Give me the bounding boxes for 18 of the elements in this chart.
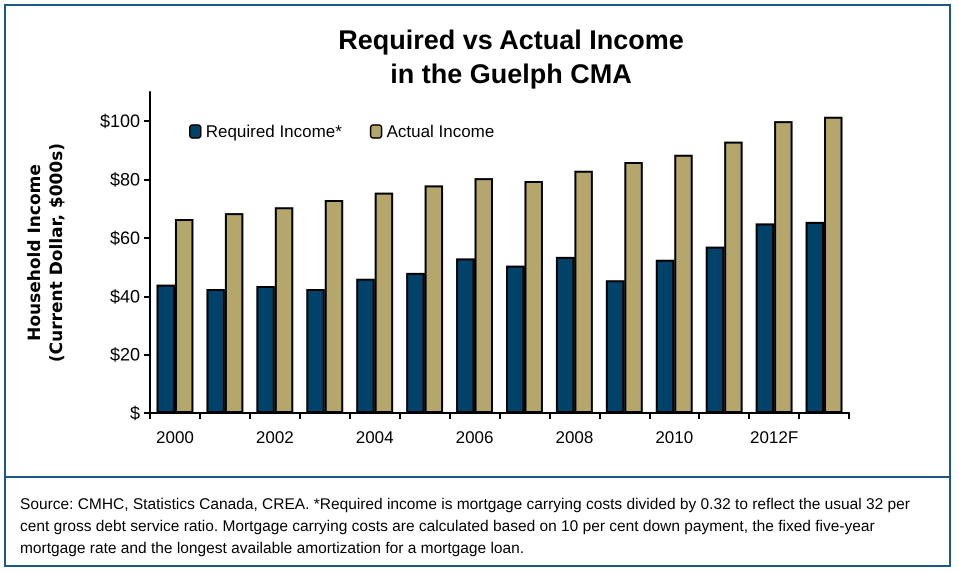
x-tick-label: 2002 [256,428,294,447]
x-tick-label: 2004 [356,428,394,447]
chart-title: Required vs Actual Income in the Guelph CMA [338,25,684,89]
legend-label: Actual Income [386,122,494,141]
y-tick-label: $40 [110,286,140,306]
legend-label: Required Income* [206,122,342,141]
x-tick-label: 2006 [456,428,494,447]
y-tick-label: $20 [110,344,140,365]
y-axis-title: Household Income (Current Dollar, $000s) [25,142,67,362]
x-tick-label: 2012F [750,428,798,447]
x-tick-label: 2000 [156,428,194,447]
y-tick-label: $ [130,403,140,423]
source-note: Source: CMHC, Statistics Canada, CREA. *Required income is mortgage carrying costs divided by 0.32 to reflect the usual 32 per cent gross debt service ratio. Mortgage carrying costs are calculated based on 10 per cent down payment, the fixed five-year mortgage rate and the longest available amortization for a mortgage loan. [20,495,911,559]
x-tick-label: 2008 [555,428,594,447]
x-tick-label: 2010 [655,428,694,447]
y-tick-label: $100 [100,111,140,132]
y-tick-label: $60 [110,228,140,248]
y-tick-label: $80 [110,170,140,190]
